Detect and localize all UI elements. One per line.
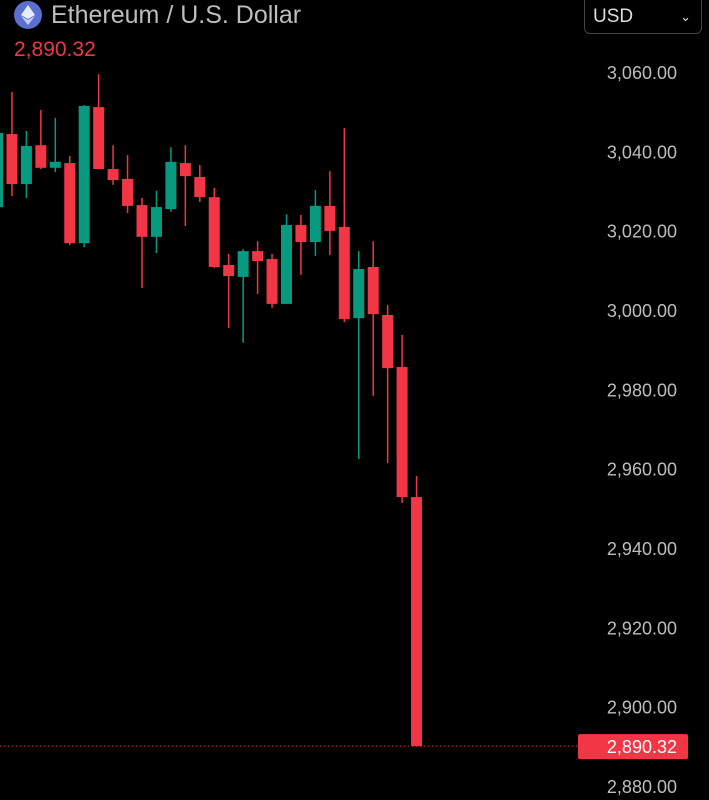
- y-tick-label: 3,060.00: [607, 63, 677, 83]
- symbol-title: Ethereum / U.S. Dollar: [51, 0, 302, 29]
- currency-select[interactable]: USD ⌄: [584, 0, 702, 34]
- y-tick-label: 3,000.00: [607, 301, 677, 321]
- y-tick-label: 2,960.00: [607, 460, 677, 480]
- candle-body[interactable]: [136, 205, 148, 237]
- candle-body[interactable]: [252, 251, 264, 262]
- candle-body[interactable]: [353, 268, 365, 319]
- candle-body[interactable]: [396, 366, 408, 498]
- candle-body[interactable]: [122, 178, 134, 206]
- candle-body[interactable]: [165, 161, 177, 210]
- candle-body[interactable]: [411, 497, 423, 747]
- candle-body[interactable]: [49, 161, 61, 168]
- candle-body[interactable]: [208, 197, 220, 267]
- current-price-tag-label: 2,890.32: [607, 737, 677, 757]
- y-tick-label: 3,020.00: [607, 222, 677, 242]
- candle-body[interactable]: [93, 107, 105, 170]
- candle-body[interactable]: [64, 163, 76, 244]
- candle-body[interactable]: [150, 207, 162, 237]
- y-tick-label: 2,920.00: [607, 618, 677, 638]
- currency-value: USD: [593, 6, 634, 27]
- y-tick-label: 3,040.00: [607, 142, 677, 162]
- candle-body[interactable]: [309, 205, 321, 242]
- candle-body[interactable]: [0, 132, 3, 208]
- current-price-tag: [578, 734, 688, 760]
- candle-body[interactable]: [179, 163, 191, 177]
- chevron-down-icon: ⌄: [680, 9, 691, 24]
- chart-header: Ethereum / U.S. Dollar: [14, 0, 301, 30]
- candle-body[interactable]: [78, 105, 90, 244]
- candle-body[interactable]: [20, 145, 32, 185]
- ethereum-icon: [14, 1, 42, 29]
- candle-body[interactable]: [382, 314, 394, 369]
- candle-body[interactable]: [295, 224, 307, 242]
- candle-body[interactable]: [6, 134, 18, 185]
- candle-body[interactable]: [266, 259, 278, 304]
- candle-body[interactable]: [338, 226, 350, 319]
- y-tick-label: 2,980.00: [607, 380, 677, 400]
- candle-body[interactable]: [237, 251, 249, 277]
- candle-body[interactable]: [107, 169, 119, 181]
- candle-body[interactable]: [367, 266, 379, 315]
- candle-body[interactable]: [35, 145, 47, 168]
- candle-body[interactable]: [324, 205, 336, 231]
- candle-body[interactable]: [223, 265, 235, 277]
- y-tick-label: 2,940.00: [607, 539, 677, 559]
- last-price: 2,890.32: [14, 38, 96, 61]
- candle-body[interactable]: [281, 224, 292, 304]
- y-tick-label: 2,880.00: [607, 777, 677, 797]
- candle-body[interactable]: [194, 176, 206, 198]
- y-tick-label: 2,900.00: [607, 698, 677, 718]
